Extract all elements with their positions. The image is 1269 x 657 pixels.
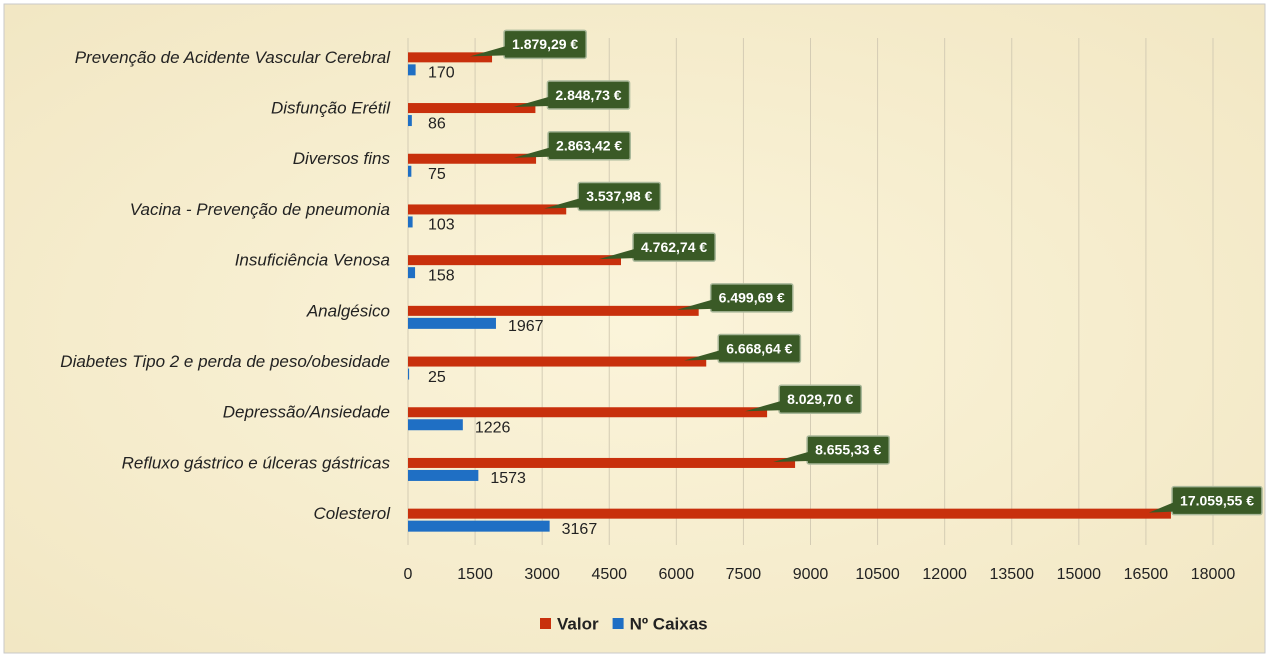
x-tick-label: 7500: [726, 566, 762, 583]
bar: [408, 204, 567, 215]
callout-box: [778, 384, 863, 414]
value-label: 8.029,70 €: [787, 391, 853, 407]
callout-box: [717, 333, 802, 364]
value-label: 4.762,74 €: [641, 239, 707, 255]
callout-box: [1171, 485, 1263, 516]
value-label: 3.537,98 €: [586, 188, 652, 204]
category-label: Prevenção de Acidente Vascular Cerebral: [75, 48, 392, 67]
data-label: 158: [428, 267, 455, 284]
bar: [408, 52, 493, 63]
bar: [408, 64, 416, 76]
x-tick-label: 15000: [1057, 566, 1102, 583]
callout-pointer: [745, 401, 781, 412]
x-tick-label: 13500: [990, 566, 1035, 583]
data-label: 170: [428, 65, 455, 82]
callout-pointer: [470, 46, 506, 57]
bar: [408, 368, 410, 380]
callout-pointer: [544, 198, 580, 209]
x-tick-label: 9000: [793, 566, 829, 583]
category-label: Disfunção Erétil: [271, 99, 391, 118]
x-tick-label: 16500: [1124, 566, 1169, 583]
callout-pointer: [599, 249, 635, 260]
callout-pointer: [773, 451, 809, 462]
callout-pointer: [684, 350, 720, 361]
x-tick-label: 3000: [524, 566, 560, 583]
callout-box: [806, 435, 891, 465]
legend-label: Nº Caixas: [630, 614, 708, 633]
x-tick-label: 0: [404, 566, 413, 583]
value-label: 17.059,55 €: [1180, 492, 1254, 508]
bar: [408, 153, 537, 164]
x-tick-label: 10500: [855, 566, 900, 583]
x-tick-label: 18000: [1191, 566, 1236, 583]
value-label: 6.668,64 €: [726, 340, 792, 356]
callout-pointer: [676, 299, 712, 310]
callout-box: [546, 80, 631, 110]
x-tick-label: 4500: [591, 566, 627, 583]
legend-label: Valor: [557, 614, 599, 633]
bar: [408, 457, 796, 468]
value-label: 6.499,69 €: [719, 290, 785, 306]
callout-pointer: [513, 97, 549, 108]
data-label: 86: [428, 115, 446, 132]
bar: [408, 115, 412, 127]
category-label: Diabetes Tipo 2 e perda de peso/obesidad…: [60, 352, 390, 371]
bar: [408, 305, 699, 316]
data-label: 1573: [490, 470, 526, 487]
category-label: Refluxo gástrico e úlceras gástricas: [122, 453, 391, 472]
callout-pointer: [514, 147, 550, 158]
bar: [408, 216, 413, 228]
x-tick-label: 6000: [659, 566, 695, 583]
data-label: 3167: [562, 521, 598, 538]
callout-box: [709, 283, 794, 313]
bar: [408, 255, 622, 266]
callout-box: [503, 29, 587, 60]
bar: [408, 469, 479, 481]
category-label: Analgésico: [306, 301, 390, 320]
category-label: Vacina - Prevenção de pneumonia: [130, 200, 390, 219]
bar: [408, 103, 536, 114]
data-label: 1967: [508, 318, 544, 335]
callout-box: [632, 232, 716, 262]
callout-pointer: [1148, 502, 1174, 513]
bar: [408, 419, 463, 431]
data-label: 75: [428, 166, 446, 183]
category-label: Colesterol: [313, 504, 391, 523]
bar: [408, 520, 550, 532]
bar: [408, 508, 1171, 519]
chart-background: [3, 3, 1266, 654]
bar: [408, 317, 496, 329]
category-label: Diversos fins: [293, 149, 391, 168]
callout-box: [547, 131, 631, 161]
callout-box: [577, 181, 662, 212]
legend-swatch: [612, 618, 624, 629]
value-label: 1.879,29 €: [512, 36, 578, 52]
bar: [408, 356, 707, 367]
data-label: 25: [428, 369, 446, 386]
bar: [408, 165, 412, 177]
data-label: 1226: [475, 419, 511, 436]
value-label: 2.848,73 €: [555, 87, 621, 103]
bar: [408, 407, 768, 418]
category-label: Depressão/Ansiedade: [223, 403, 390, 422]
legend-swatch: [540, 618, 551, 629]
x-tick-label: 12000: [922, 566, 967, 583]
value-label: 2.863,42 €: [556, 137, 622, 153]
bar: [408, 267, 416, 279]
data-label: 103: [428, 217, 455, 234]
value-label: 8.655,33 €: [815, 442, 881, 458]
x-tick-label: 1500: [457, 566, 493, 583]
category-label: Insuficiência Venosa: [235, 251, 390, 270]
